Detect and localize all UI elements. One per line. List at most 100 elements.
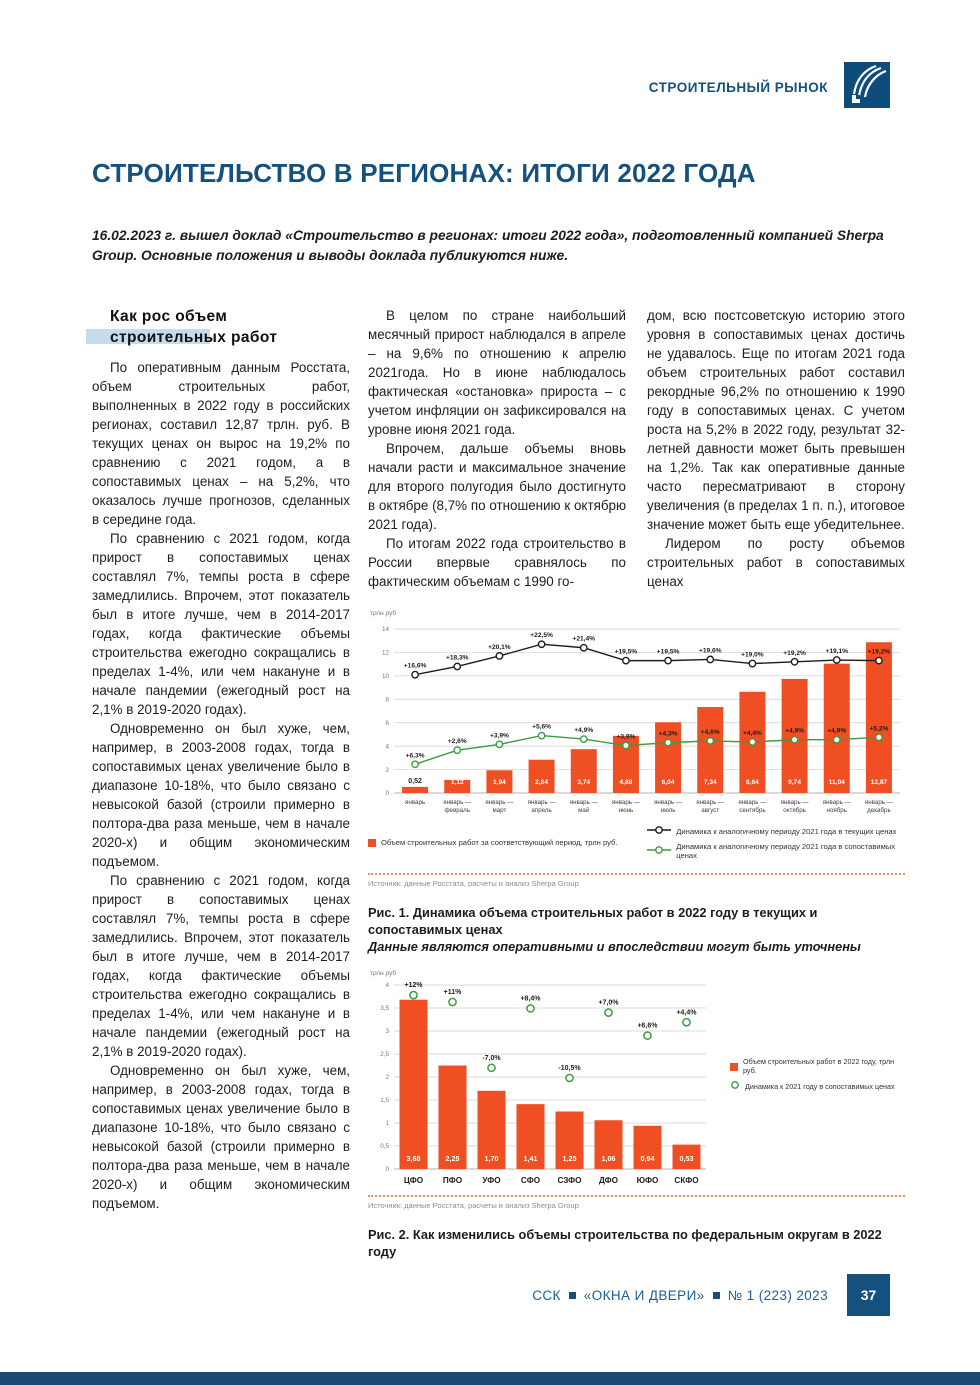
column-3: дом, всю постсоветскую историю этого уро… (647, 306, 905, 591)
figure2-chart: трлн руб 0 0,5 1 1,5 2 2,5 3 3,5 4 3,68 ЦФО 2,25 ПФО 1… (368, 969, 905, 1187)
figure1-chart: трлн руб 0 2 4 6 8 10 12 14 0,52 январь 1,12 январь … (368, 605, 905, 819)
divider (368, 873, 905, 875)
figure2-source: Источник: данные Росстата, расчеты и ана… (368, 1201, 579, 1210)
svg-text:0: 0 (385, 1166, 389, 1173)
svg-text:9,74: 9,74 (788, 779, 801, 786)
svg-text:ноябрь: ноябрь (827, 807, 847, 814)
caption-note: Данные являются оперативными и впоследст… (368, 939, 861, 954)
legend-item-dynamics: Динамика к 2021 году в сопоставимых цена… (730, 1080, 906, 1092)
svg-text:2,5: 2,5 (380, 1051, 389, 1058)
fig1-bar-2 (444, 779, 471, 793)
figure1-plot: трлн руб 0 2 4 6 8 10 12 14 0,52 январь 1,12 январь … (370, 609, 900, 814)
svg-text:+4,6%: +4,6% (701, 729, 720, 736)
line-marker-icon (647, 845, 672, 857)
paragraph: Одновременно он был хуже, чем, например,… (92, 721, 350, 869)
svg-text:СЗФО: СЗФО (557, 1176, 582, 1185)
svg-text:январь —: январь — (738, 799, 767, 806)
svg-text:+5,6%: +5,6% (532, 724, 551, 731)
fig1-bar-8 (697, 707, 724, 793)
svg-text:трлн руб: трлн руб (370, 609, 396, 617)
footer-journal: ССК (532, 1288, 561, 1303)
svg-text:-7,0%: -7,0% (482, 1055, 501, 1062)
page-number: 37 (847, 1274, 890, 1316)
svg-text:январь —: январь — (654, 799, 683, 806)
svg-text:0,94: 0,94 (641, 1154, 655, 1163)
footer-title: «ОКНА И ДВЕРИ» (583, 1288, 705, 1303)
svg-text:1,25: 1,25 (563, 1154, 577, 1163)
svg-text:3,74: 3,74 (577, 779, 590, 786)
svg-text:1,41: 1,41 (524, 1154, 538, 1163)
svg-text:8: 8 (385, 696, 389, 703)
fig2-bar-ЮФО (633, 1125, 662, 1169)
svg-text:-10,5%: -10,5% (558, 1065, 581, 1072)
svg-text:+12%: +12% (404, 982, 423, 989)
bar-swatch-icon (368, 839, 376, 847)
svg-text:14: 14 (382, 626, 390, 633)
svg-text:+19,2%: +19,2% (783, 650, 806, 657)
paragraph: По сравнению с 2021 годом, когда прирост… (92, 873, 350, 1059)
svg-text:+21,4%: +21,4% (572, 636, 595, 643)
svg-text:0,52: 0,52 (408, 778, 422, 785)
svg-text:12: 12 (382, 650, 390, 657)
fig2-bar-ПФО (438, 1065, 467, 1169)
fig1-bar-11 (823, 663, 850, 793)
svg-text:+19,6%: +19,6% (699, 647, 722, 654)
svg-text:1,70: 1,70 (485, 1154, 499, 1163)
paragraph: Одновременно он был хуже, чем, например,… (92, 1063, 350, 1211)
legend-item-current-prices: Динамика к аналогичному периоду 2021 год… (647, 825, 905, 837)
figure1-caption: Рис. 1. Динамика объема строительных раб… (368, 904, 905, 955)
legend-label: Динамика к аналогичному периоду 2021 год… (676, 842, 896, 860)
bottom-strip (0, 1372, 980, 1385)
caption-title: Рис. 1. Динамика объема строительных раб… (368, 905, 818, 937)
svg-text:10: 10 (382, 673, 390, 680)
svg-text:+8,4%: +8,4% (520, 995, 541, 1002)
svg-text:+11%: +11% (444, 989, 462, 996)
figure1-source: Источник: данные Росстата, расчеты и ана… (368, 879, 579, 888)
svg-text:январь —: январь — (570, 799, 599, 806)
svg-text:2: 2 (385, 1074, 389, 1081)
svg-text:4: 4 (385, 743, 389, 750)
article-body: Как рос объем строительных работ По опер… (86, 306, 906, 1260)
fig2-bar-СКФО (672, 1144, 701, 1169)
svg-text:+19,5%: +19,5% (657, 649, 680, 656)
svg-text:4,88: 4,88 (619, 779, 632, 786)
svg-text:сентябрь: сентябрь (739, 807, 765, 814)
page-title: СТРОИТЕЛЬСТВО В РЕГИОНАХ: ИТОГИ 2022 ГОД… (92, 158, 756, 188)
figure2-plot: трлн руб 0 0,5 1 1,5 2 2,5 3 3,5 4 3,68 ЦФО 2,25 ПФО 1… (370, 969, 706, 1185)
fig1-bar-4 (528, 759, 555, 793)
svg-text:+3,9%: +3,9% (616, 734, 635, 741)
paragraph: дом, всю постсоветскую историю этого уро… (647, 308, 905, 532)
svg-text:6: 6 (385, 720, 389, 727)
svg-text:декабрь: декабрь (867, 807, 891, 814)
fig2-bar-СФО (516, 1104, 545, 1169)
svg-text:+6,3%: +6,3% (406, 752, 425, 759)
columns-2-3: В целом по стране наибольший месячный пр… (368, 306, 905, 591)
paragraph: По сравнению с 2021 годом, когда прирост… (92, 531, 350, 717)
svg-text:январь —: январь — (612, 799, 641, 806)
legend-label: Динамика к аналогичному периоду 2021 год… (676, 826, 897, 836)
svg-text:январь —: январь — (823, 799, 852, 806)
fig2-bar-ДФО (594, 1120, 623, 1169)
fig1-bar-1 (402, 786, 429, 793)
bar-swatch-icon (730, 1062, 738, 1071)
fig1-bar-5 (570, 749, 597, 793)
column-2: В целом по стране наибольший месячный пр… (368, 306, 626, 591)
svg-text:октябрь: октябрь (783, 807, 806, 814)
legend-item-comparable-prices: Динамика к аналогичному периоду 2021 год… (647, 842, 905, 860)
svg-text:+4,4%: +4,4% (743, 730, 762, 737)
svg-text:январь —: январь — (781, 799, 810, 806)
svg-text:февраль: февраль (444, 807, 470, 814)
footer-square-icon (568, 1292, 576, 1299)
svg-text:+4,9%: +4,9% (785, 728, 804, 735)
svg-text:январь: январь (405, 799, 425, 806)
svg-text:+19,0%: +19,0% (741, 652, 764, 659)
svg-text:6,04: 6,04 (662, 779, 675, 786)
fig1-bar-12 (865, 642, 892, 793)
svg-text:май: май (578, 807, 590, 814)
figure-2: трлн руб 0 0,5 1 1,5 2 2,5 3 3,5 4 3,68 ЦФО 2,25 ПФО 1… (368, 969, 906, 1260)
svg-text:1,12: 1,12 (451, 779, 464, 786)
legend-label: Объем строительных работ за соответствую… (381, 838, 618, 847)
sherpa-logo-icon (844, 62, 890, 113)
svg-text:март: март (492, 807, 506, 814)
svg-text:+4,9%: +4,9% (827, 728, 846, 735)
